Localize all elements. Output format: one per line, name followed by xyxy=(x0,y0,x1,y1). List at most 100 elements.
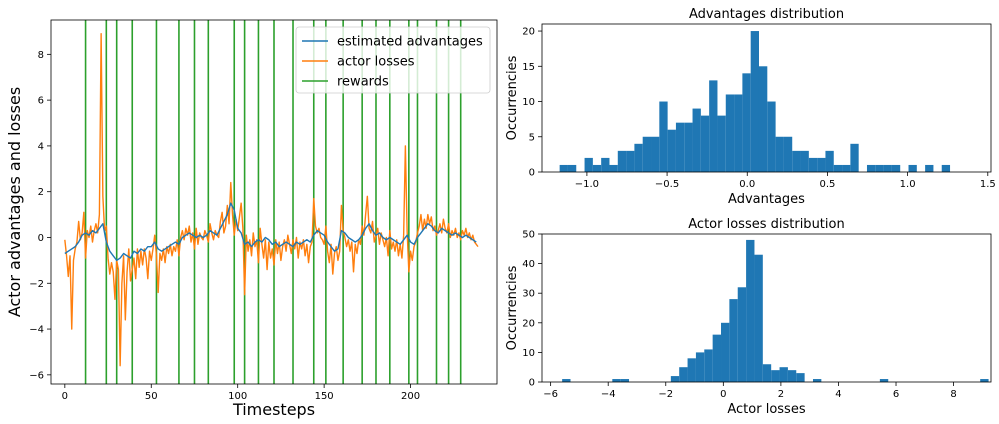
x-tick-label: 2 xyxy=(778,389,784,400)
x-tick-label: 1.0 xyxy=(900,179,916,190)
series-line-estimated-advantages xyxy=(64,202,477,262)
histogram-bars xyxy=(559,31,951,172)
histogram-bar xyxy=(754,254,763,382)
histogram-bar xyxy=(721,322,730,382)
y-tick-label: 6 xyxy=(38,96,44,107)
x-tick-label: −6 xyxy=(543,389,558,400)
histogram-bar xyxy=(812,379,822,382)
legend-label-actor-losses: actor losses xyxy=(337,55,415,70)
histogram-bar xyxy=(700,115,710,172)
histogram-bar xyxy=(670,376,680,382)
y-tick-label: 15 xyxy=(522,62,535,73)
histogram-bar xyxy=(891,164,901,172)
y-tick-label: 5 xyxy=(529,132,535,143)
histogram-bar xyxy=(796,373,805,382)
x-axis-ticks: −1.0 −0.5 0.0 0.5 1.0 1.5 xyxy=(575,172,996,190)
histogram-bar xyxy=(792,150,801,172)
plot-frame xyxy=(541,233,992,383)
y-tick-label: −4 xyxy=(29,325,44,336)
histogram-bar xyxy=(762,364,772,382)
histogram-bar xyxy=(775,136,784,172)
x-tick-label: 150 xyxy=(315,391,334,402)
legend-box xyxy=(295,26,491,94)
chart-title: Actor losses distribution xyxy=(688,217,844,232)
histogram-bar xyxy=(866,164,876,172)
line-chart-advantages-losses: 0 50 100 150 200 −6 −4 −2 0 2 4 6 8 Timesteps Actor… xyxy=(5,19,498,419)
histogram-bar xyxy=(626,150,635,172)
y-axis-ticks: 0 10 20 30 40 50 xyxy=(522,230,542,389)
y-axis-label: Actor advantages and losses xyxy=(5,87,24,317)
y-tick-label: −6 xyxy=(29,370,44,381)
histogram-bar xyxy=(771,370,780,382)
histogram-bar xyxy=(779,367,788,382)
histogram-bar xyxy=(850,143,859,172)
histogram-bar xyxy=(941,164,951,172)
histogram-bar xyxy=(817,157,826,172)
histogram-bar xyxy=(842,164,851,172)
histogram-bars xyxy=(562,239,989,382)
histogram-bar xyxy=(783,136,793,172)
histogram-bar xyxy=(825,150,834,172)
y-tick-label: 0 xyxy=(529,378,535,389)
x-tick-label: −1.0 xyxy=(575,179,599,190)
histogram-bar xyxy=(667,129,676,172)
y-tick-label: −2 xyxy=(29,279,44,290)
x-tick-label: 6 xyxy=(893,389,899,400)
y-tick-label: 30 xyxy=(522,289,535,300)
y-tick-label: 50 xyxy=(522,230,535,241)
histogram-bar xyxy=(584,157,593,172)
histogram-bar xyxy=(612,379,621,382)
y-tick-label: 4 xyxy=(38,141,44,152)
histogram-bar xyxy=(620,379,630,382)
histogram-bar xyxy=(879,379,889,382)
histogram-bar xyxy=(787,370,797,382)
y-tick-label: 20 xyxy=(522,318,535,329)
histogram-bar xyxy=(750,31,759,172)
x-tick-label: 0 xyxy=(62,391,68,402)
x-tick-label: 8 xyxy=(950,389,956,400)
histogram-bar xyxy=(729,299,738,382)
histogram-bar xyxy=(687,358,696,382)
histogram-bar xyxy=(675,122,685,172)
histogram-bar xyxy=(758,66,768,172)
histogram-bar xyxy=(617,150,627,172)
histogram-bar xyxy=(592,164,602,172)
line-series xyxy=(64,33,479,367)
histogram-actor-losses: Actor losses distribution −6 −4 −2 0 2 4 6 8 0 1… xyxy=(505,217,992,417)
y-tick-label: 0 xyxy=(529,168,535,179)
y-axis-label: Occurrencies xyxy=(505,55,520,140)
histogram-bar xyxy=(734,94,743,172)
x-axis-label: Actor losses xyxy=(727,402,805,417)
y-axis-label: Occurrencies xyxy=(505,265,520,350)
legend-label-rewards: rewards xyxy=(337,75,389,90)
histogram-bar xyxy=(742,73,751,172)
x-tick-label: 1.5 xyxy=(980,179,996,190)
x-tick-label: 100 xyxy=(228,391,247,402)
histogram-bar xyxy=(908,164,917,172)
series-line-actor-losses xyxy=(64,33,479,367)
legend-label-estimated-advantages: estimated advantages xyxy=(337,35,483,50)
x-tick-label: −2 xyxy=(658,389,673,400)
y-tick-label: 10 xyxy=(522,97,535,108)
plot-frame xyxy=(50,19,498,385)
histogram-bar xyxy=(712,334,722,382)
histogram-bar xyxy=(808,157,818,172)
histogram-bar xyxy=(704,349,713,382)
histogram-bar xyxy=(883,164,892,172)
y-tick-label: 40 xyxy=(522,259,535,270)
histogram-bar xyxy=(559,164,568,172)
histogram-bar xyxy=(651,136,660,172)
y-axis-ticks: −6 −4 −2 0 2 4 6 8 xyxy=(29,50,51,381)
chart-title: Advantages distribution xyxy=(689,7,844,22)
histogram-bar xyxy=(875,164,884,172)
histogram-bar xyxy=(767,101,776,172)
histogram-bar xyxy=(659,101,668,172)
x-axis-ticks: 0 50 100 150 200 xyxy=(62,384,420,402)
x-tick-label: 50 xyxy=(145,391,158,402)
histogram-advantages: Advantages distribution −1.0 −0.5 0.0 0.5 1.… xyxy=(505,7,996,207)
x-tick-label: 0.0 xyxy=(739,179,755,190)
histogram-bar xyxy=(684,122,693,172)
histogram-bar xyxy=(725,94,735,172)
histogram-bar xyxy=(717,115,726,172)
